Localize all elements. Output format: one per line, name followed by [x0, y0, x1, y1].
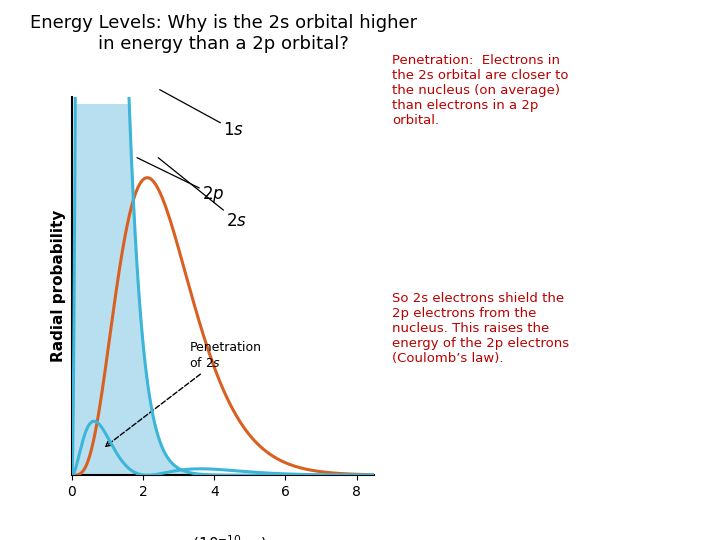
Text: Penetration:  Electrons in
the 2s orbital are closer to
the nucleus (on average): Penetration: Electrons in the 2s orbital…	[392, 54, 569, 127]
Text: $2s$: $2s$	[158, 158, 247, 230]
Text: So 2s electrons shield the
2p electrons from the
nucleus. This raises the
energy: So 2s electrons shield the 2p electrons …	[392, 292, 570, 364]
Text: Energy Levels: Why is the 2s orbital higher: Energy Levels: Why is the 2s orbital hig…	[30, 14, 417, 31]
Text: $2p$: $2p$	[137, 158, 225, 205]
Y-axis label: Radial probability: Radial probability	[51, 210, 66, 362]
Text: $\bfit{r}$ $(10^{-10}$ m$)$: $\bfit{r}$ $(10^{-10}$ m$)$	[179, 534, 267, 540]
Text: Penetration
of $2s$: Penetration of $2s$	[106, 341, 261, 447]
Text: in energy than a 2p orbital?: in energy than a 2p orbital?	[98, 35, 348, 53]
Text: $1s$: $1s$	[160, 90, 244, 139]
